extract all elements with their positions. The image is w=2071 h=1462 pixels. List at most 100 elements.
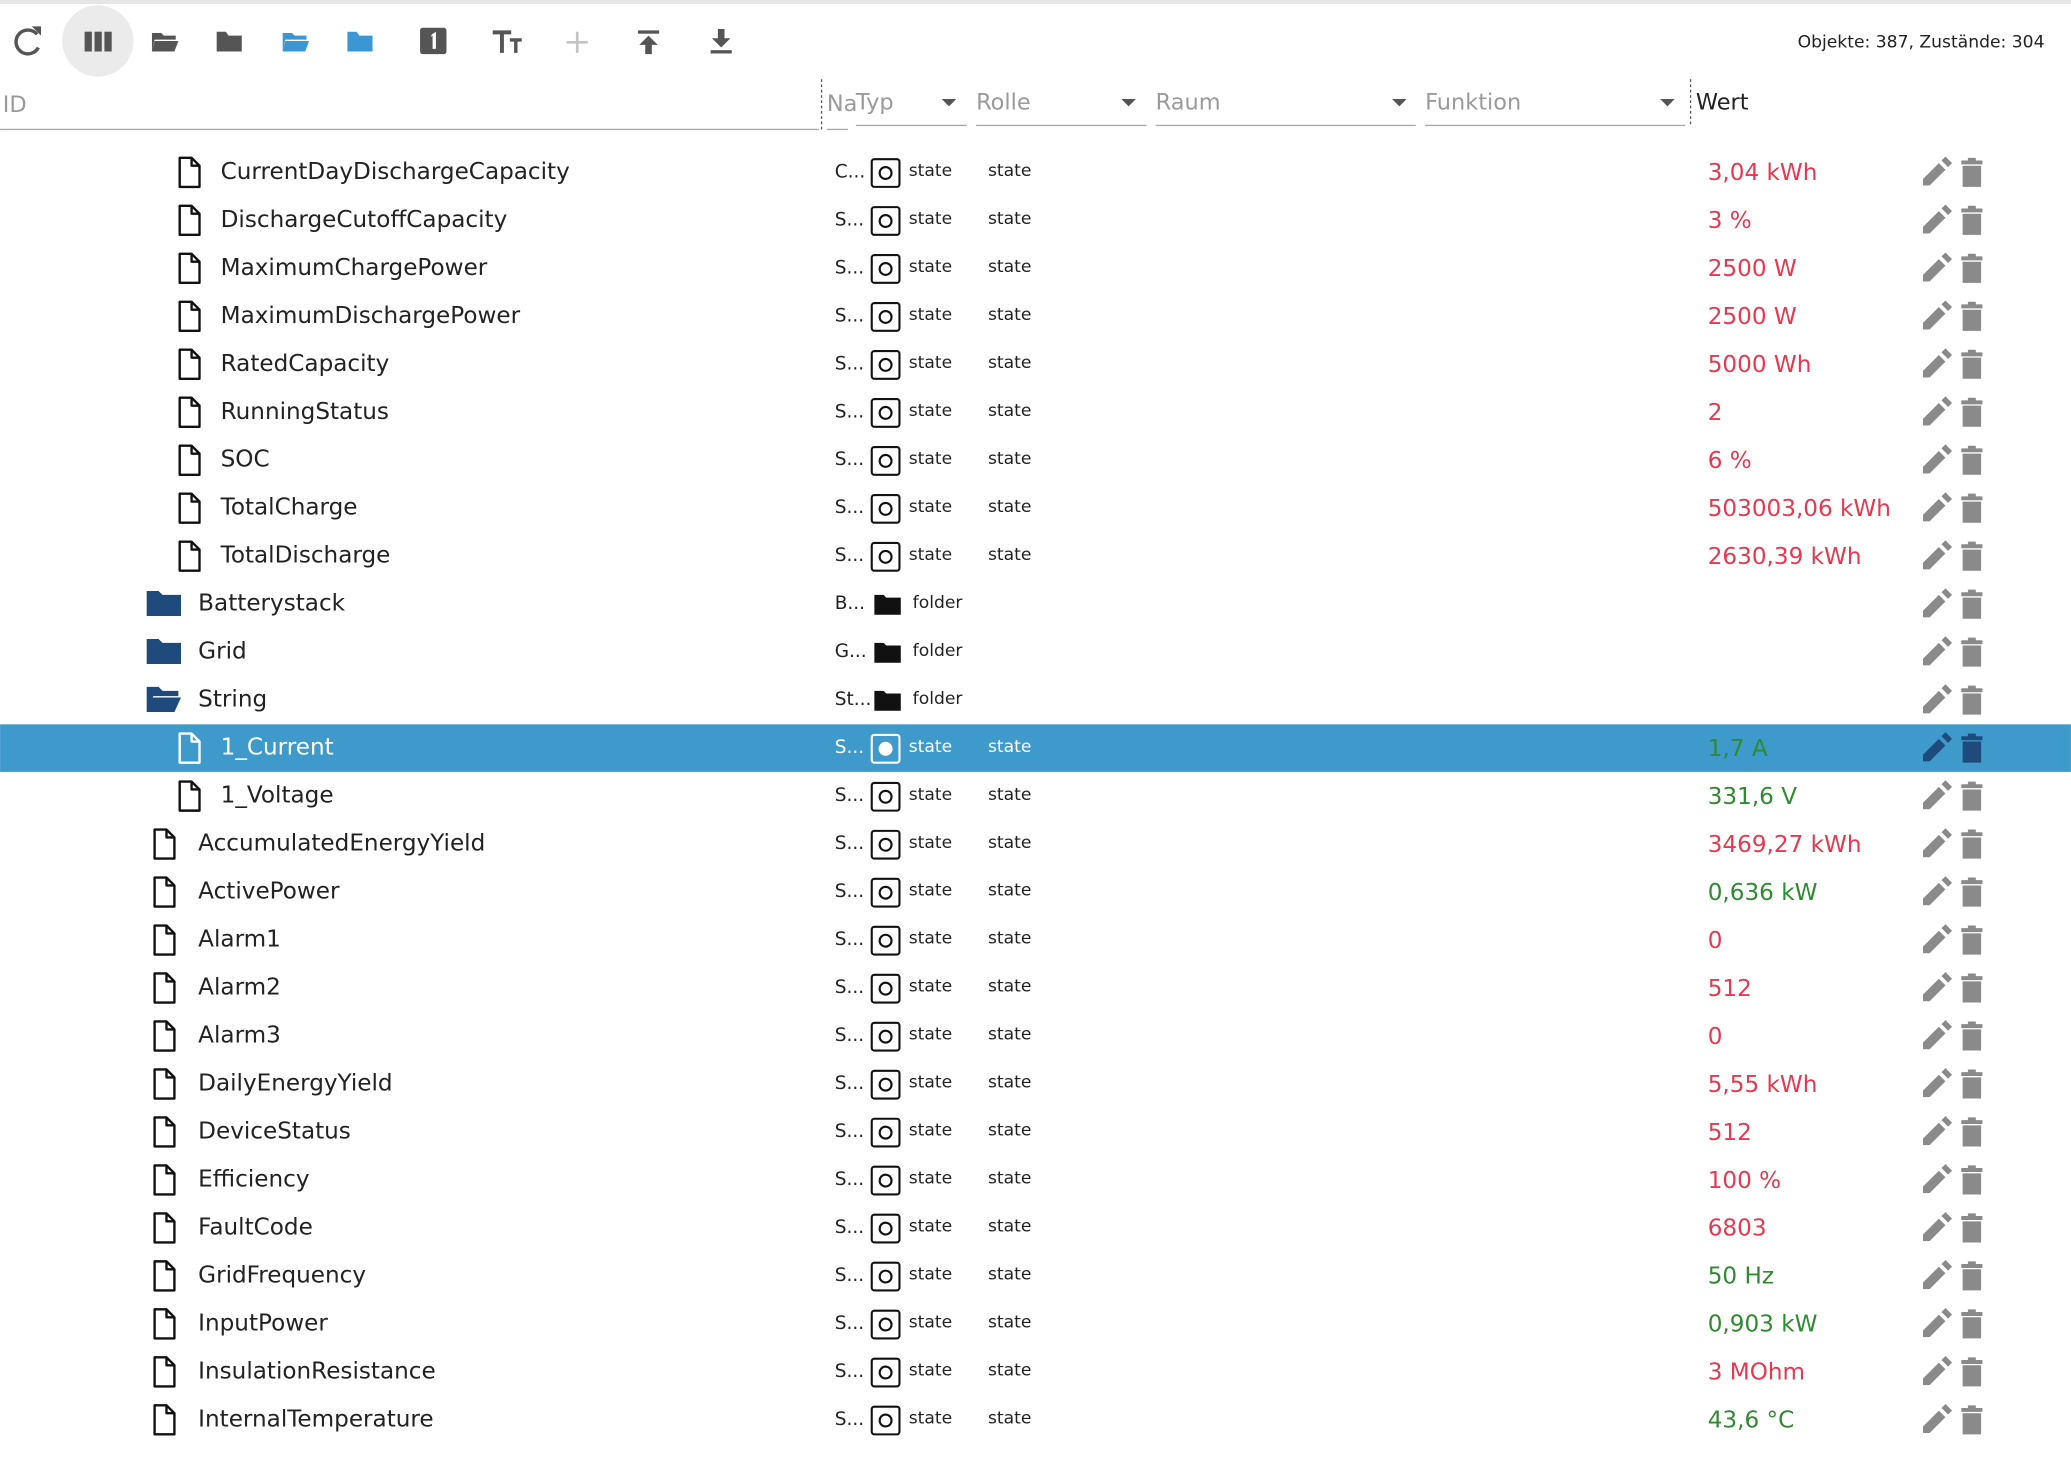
- edit-button[interactable]: [1923, 1356, 1953, 1386]
- text-size-button[interactable]: [492, 30, 522, 53]
- delete-button[interactable]: [1961, 1405, 1983, 1435]
- edit-button[interactable]: [1923, 924, 1953, 954]
- add-button[interactable]: [566, 31, 588, 53]
- delete-button[interactable]: [1961, 1117, 1983, 1147]
- delete-button[interactable]: [1961, 589, 1983, 619]
- edit-button[interactable]: [1923, 540, 1953, 570]
- columns-button[interactable]: [84, 31, 112, 52]
- role-filter[interactable]: Rolle: [976, 90, 1031, 116]
- object-row[interactable]: RunningStatus S... state state 2: [178, 396, 1983, 428]
- edit-button[interactable]: [1923, 780, 1953, 810]
- edit-button[interactable]: [1923, 348, 1953, 378]
- delete-button[interactable]: [1961, 253, 1983, 283]
- delete-button[interactable]: [1961, 925, 1983, 955]
- edit-button[interactable]: [1923, 732, 1953, 762]
- edit-button[interactable]: [1923, 156, 1953, 186]
- edit-button[interactable]: [1923, 444, 1953, 474]
- object-row[interactable]: String St... folder: [146, 684, 1983, 715]
- delete-button[interactable]: [1961, 733, 1983, 763]
- role-dropdown-arrow[interactable]: [1121, 99, 1136, 107]
- object-row[interactable]: MaximumDischargePower S... state state 2500 …: [178, 300, 1983, 333]
- object-row[interactable]: FaultCode S... state state 6803: [153, 1212, 1983, 1244]
- edit-button[interactable]: [1923, 1308, 1953, 1338]
- object-row[interactable]: MaximumChargePower S... state state 2500 W: [178, 252, 1983, 285]
- delete-button[interactable]: [1961, 397, 1983, 427]
- delete-button[interactable]: [1961, 1309, 1983, 1339]
- delete-button[interactable]: [1961, 1213, 1983, 1243]
- object-row[interactable]: Efficiency S... state state 100 %: [153, 1164, 1983, 1196]
- object-row[interactable]: InsulationResistance S... state state 3 MOhm: [153, 1356, 1983, 1388]
- delete-button[interactable]: [1961, 637, 1983, 667]
- object-row[interactable]: DischargeCutoffCapacity S... state state 3 %: [178, 204, 1983, 237]
- collapse-button[interactable]: [216, 31, 242, 52]
- delete-button[interactable]: [1961, 877, 1983, 907]
- object-row[interactable]: DeviceStatus S... state state 512: [153, 1116, 1983, 1148]
- object-row[interactable]: TotalCharge S... state state 503003,06 kWh: [178, 492, 1983, 524]
- object-row[interactable]: DailyEnergyYield S... state state 5,55 kWh: [153, 1068, 1983, 1100]
- edit-button[interactable]: [1923, 1068, 1953, 1098]
- object-row[interactable]: SOC S... state state 6 %: [178, 444, 1983, 476]
- delete-button[interactable]: [1961, 157, 1983, 187]
- expand-all-button[interactable]: [282, 33, 310, 52]
- type-filter[interactable]: Typ: [855, 90, 894, 116]
- object-row[interactable]: RatedCapacity S... state state 5000 Wh: [178, 348, 1983, 380]
- delete-button[interactable]: [1961, 349, 1983, 379]
- delete-button[interactable]: [1961, 685, 1983, 715]
- collapse-all-button[interactable]: [151, 33, 179, 52]
- object-row[interactable]: InternalTemperature S... state state 43,6 °C: [153, 1403, 1983, 1436]
- edit-button[interactable]: [1923, 1403, 1953, 1434]
- edit-button[interactable]: [1923, 684, 1953, 714]
- object-row[interactable]: AccumulatedEnergyYield S... state state 3469…: [153, 828, 1983, 860]
- edit-button[interactable]: [1923, 396, 1953, 426]
- edit-button[interactable]: [1923, 588, 1953, 618]
- delete-button[interactable]: [1961, 1069, 1983, 1099]
- edit-button[interactable]: [1923, 1020, 1953, 1050]
- delete-button[interactable]: [1961, 781, 1983, 811]
- refresh-button[interactable]: [14, 26, 42, 56]
- object-row[interactable]: CurrentDayDischargeCapacity C... state stat…: [178, 156, 1983, 189]
- delete-button[interactable]: [1961, 301, 1983, 331]
- edit-button[interactable]: [1923, 972, 1953, 1002]
- edit-button[interactable]: [1923, 636, 1953, 666]
- object-row[interactable]: Grid G... folder: [146, 636, 1983, 667]
- name-filter[interactable]: Na: [827, 91, 858, 117]
- object-row[interactable]: InputPower S... state state 0,903 kW: [153, 1308, 1983, 1340]
- edit-button[interactable]: [1923, 1212, 1953, 1242]
- delete-button[interactable]: [1961, 829, 1983, 859]
- delete-button[interactable]: [1961, 493, 1983, 523]
- delete-button[interactable]: [1961, 1165, 1983, 1195]
- edit-button[interactable]: [1923, 1116, 1953, 1146]
- room-dropdown-arrow[interactable]: [1392, 99, 1407, 107]
- type-dropdown-arrow[interactable]: [941, 99, 957, 107]
- expand-button[interactable]: [347, 31, 373, 52]
- object-row[interactable]: Batterystack B... folder: [146, 588, 1983, 619]
- upload-button[interactable]: [637, 30, 660, 55]
- object-row[interactable]: 1_Voltage S... state state 331,6 V: [178, 780, 1983, 812]
- object-row[interactable]: GridFrequency S... state state 50 Hz: [153, 1260, 1983, 1292]
- object-row[interactable]: 1_Current S... state state 1,7 A: [0, 724, 2071, 772]
- function-dropdown-arrow[interactable]: [1660, 99, 1675, 107]
- delete-button[interactable]: [1961, 205, 1983, 235]
- edit-button[interactable]: [1923, 828, 1953, 858]
- delete-button[interactable]: [1961, 541, 1983, 571]
- edit-button[interactable]: [1923, 204, 1953, 234]
- function-filter[interactable]: Funktion: [1425, 90, 1521, 116]
- delete-button[interactable]: [1961, 1357, 1983, 1387]
- download-button[interactable]: [710, 29, 732, 54]
- edit-button[interactable]: [1923, 876, 1953, 906]
- delete-button[interactable]: [1961, 1021, 1983, 1051]
- edit-button[interactable]: [1923, 492, 1953, 522]
- object-row[interactable]: Alarm2 S... state state 512: [153, 972, 1983, 1004]
- object-row[interactable]: ActivePower S... state state 0,636 kW: [153, 876, 1983, 908]
- object-row[interactable]: Alarm1 S... state state 0: [153, 924, 1983, 956]
- edit-button[interactable]: [1923, 252, 1953, 282]
- edit-button[interactable]: [1923, 1164, 1953, 1194]
- object-row[interactable]: TotalDischarge S... state state 2630,39 kWh: [178, 540, 1983, 572]
- delete-button[interactable]: [1961, 973, 1983, 1003]
- object-row[interactable]: Alarm3 S... state state 0: [153, 1020, 1983, 1052]
- delete-button[interactable]: [1961, 1261, 1983, 1291]
- edit-button[interactable]: [1923, 1260, 1953, 1290]
- depth-button[interactable]: [420, 27, 447, 55]
- id-filter[interactable]: ID: [3, 92, 27, 118]
- delete-button[interactable]: [1961, 445, 1983, 475]
